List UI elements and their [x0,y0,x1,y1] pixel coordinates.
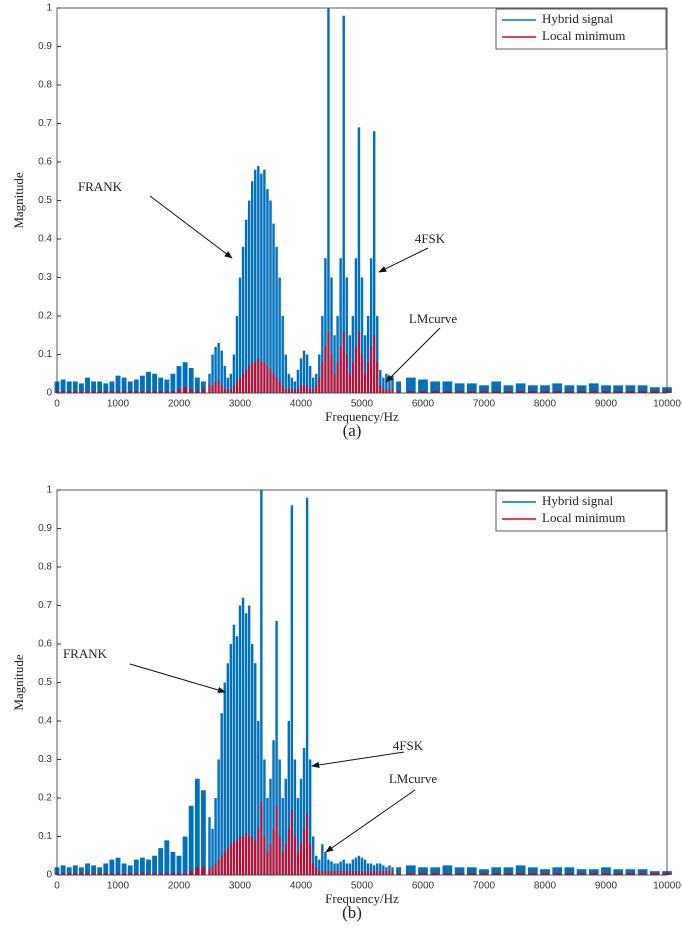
x-tick-label: 0 [54,399,60,410]
annotation-arrow [378,247,429,273]
y-tick-label: 0.3 [38,754,52,765]
y-tick-label: 0.4 [38,716,52,727]
legend-label: Hybrid signal [542,493,614,508]
y-tick-label: 0.9 [38,523,52,534]
plot-frame [56,489,668,876]
y-axis-label: Magnitude [11,654,26,711]
x-tick-label: 9000 [595,881,618,892]
x-tick-label: 2000 [168,399,191,410]
y-tick-label: 0.8 [38,562,52,573]
chart-panel: 0 1000 2000 3000 4000 5000 6000 7000 8000 9000 100… [11,485,681,922]
annotation: FRANK [78,179,123,194]
caption: (b) [342,903,362,922]
annotation: 4FSK [393,738,424,753]
x-tick-label: 8000 [534,881,557,892]
y-tick-label: 0.7 [38,600,52,611]
y-tick-label: 0.4 [38,234,52,245]
x-axis-label: Frequency/Hz [325,409,399,424]
annotation: LMcurve [389,771,438,786]
x-tick-label: 9000 [595,399,618,410]
x-tick-label: 1000 [107,881,130,892]
x-tick-label: 1000 [107,399,130,410]
y-tick-label: 0.2 [38,793,52,804]
y-tick-label: 0.1 [38,349,52,360]
y-tick-label: 0 [46,870,52,881]
annotation-arrow [311,751,405,769]
x-tick-label: 3000 [229,881,252,892]
y-tick-label: 0.2 [38,311,52,322]
y-tick-label: 0.7 [38,118,52,129]
x-tick-label: 8000 [534,399,557,410]
annotation: 4FSK [415,231,446,246]
y-tick-label: 0 [46,388,52,399]
y-tick-label: 0.3 [38,272,52,283]
annotation-arrow [129,663,226,694]
y-tick-label: 0.5 [38,677,52,688]
x-tick-label: 10000 [653,399,681,410]
annotation-arrow [149,195,233,259]
x-tick-label: 6000 [412,399,435,410]
y-tick-label: 0.6 [38,157,52,168]
legend-label: Local minimum [542,28,625,43]
y-tick-label: 0.1 [38,831,52,842]
x-tick-label: 4000 [290,881,313,892]
x-tick-label: 5000 [351,399,374,410]
plot-area [57,490,667,875]
x-tick-label: 5000 [351,881,374,892]
y-tick-label: 1 [46,3,52,14]
y-tick-label: 0.9 [38,41,52,52]
legend-box [495,490,667,532]
x-tick-label: 3000 [229,399,252,410]
x-tick-label: 6000 [412,881,435,892]
y-axis-label: Magnitude [11,172,26,229]
x-tick-label: 10000 [653,881,681,892]
legend-label: Local minimum [542,510,625,525]
x-tick-label: 2000 [168,881,191,892]
chart-panel: 0 1000 2000 3000 4000 5000 6000 7000 8000 9000 100… [11,3,681,440]
x-tick-label: 4000 [290,399,313,410]
x-axis-label: Frequency/Hz [325,891,399,906]
legend-label: Hybrid signal [542,11,614,26]
x-tick-label: 0 [54,881,60,892]
x-tick-label: 7000 [473,881,496,892]
x-tick-label: 7000 [473,399,496,410]
y-tick-label: 0.6 [38,639,52,650]
caption: (a) [343,421,362,440]
legend-box [495,8,667,50]
annotation-arrow [325,789,416,853]
y-tick-label: 1 [46,485,52,496]
annotation: LMcurve [409,311,458,326]
annotation: FRANK [63,646,108,661]
annotation-arrow [385,327,441,383]
y-tick-label: 0.5 [38,195,52,206]
plot-frame [56,7,668,394]
y-tick-label: 0.8 [38,80,52,91]
series [55,331,671,393]
